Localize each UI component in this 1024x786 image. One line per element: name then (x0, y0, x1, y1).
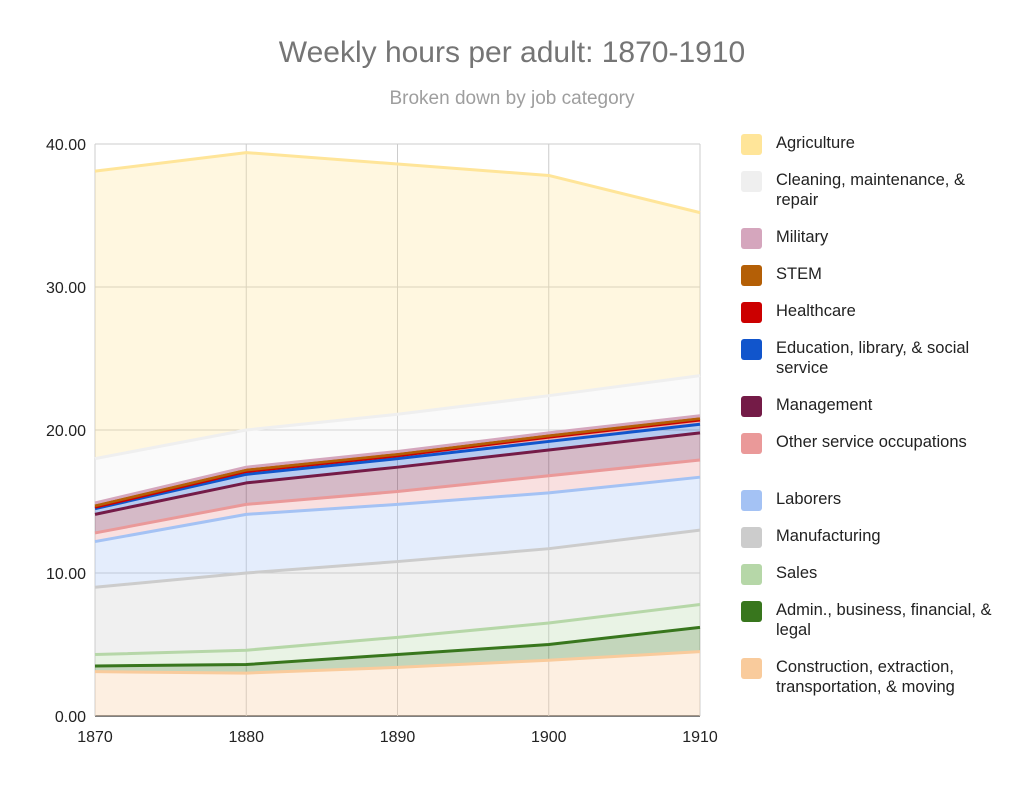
area-fills (95, 152, 700, 716)
legend-item: Sales (741, 563, 1006, 585)
legend-swatch (741, 134, 762, 155)
x-tick-label: 1900 (531, 729, 567, 746)
y-tick-label: 0.00 (55, 709, 86, 726)
series-line-4 (94, 475, 701, 544)
legend-swatch (741, 564, 762, 585)
legend-swatch (741, 658, 762, 679)
series-line-3 (94, 528, 701, 589)
x-tick-label: 1870 (77, 729, 113, 746)
legend-item: STEM (741, 264, 1006, 286)
area-7 (95, 424, 700, 515)
legend-label: Management (776, 396, 873, 414)
x-tick-label: 1880 (228, 729, 264, 746)
legend-swatch (741, 228, 762, 249)
legend-item: Construction, extraction, transportation… (741, 657, 1006, 697)
series-line-0 (94, 650, 701, 675)
area-12 (95, 152, 700, 459)
legend-label: Admin., business, financial, & legal (776, 601, 992, 639)
legend-item: Management (741, 395, 1006, 417)
legend-swatch (741, 171, 762, 192)
x-tick-label: 1890 (380, 729, 416, 746)
legend-label: Agriculture (776, 134, 855, 152)
y-tick-label: 10.00 (46, 566, 86, 583)
legend-label: Construction, extraction, transportation… (776, 658, 955, 696)
area-0 (95, 651, 700, 716)
legend-swatch (741, 433, 762, 454)
x-tick-label: 1910 (682, 729, 718, 746)
legend-item: Cleaning, maintenance, & repair (741, 170, 1006, 210)
series-line-7 (94, 422, 701, 511)
legend-label: Sales (776, 564, 818, 582)
legend-item: Admin., business, financial, & legal (741, 600, 1006, 640)
legend-item: Manufacturing (741, 526, 1006, 548)
series-line-2 (94, 602, 701, 657)
y-tick-label: 30.00 (46, 280, 86, 297)
legend-label: Cleaning, maintenance, & repair (776, 171, 965, 209)
legend-item: Laborers (741, 489, 1006, 511)
series-line-11 (94, 374, 701, 461)
chart-title: Weekly hours per adult: 1870-1910 (278, 36, 746, 69)
series-lines (94, 151, 701, 675)
area-11 (95, 375, 700, 503)
chart-subtitle: Broken down by job category (389, 88, 635, 109)
legend-label: STEM (776, 265, 822, 283)
series-line-5 (94, 458, 701, 535)
series-line-1 (94, 625, 701, 668)
area-3 (95, 530, 700, 655)
legend-swatch (741, 265, 762, 286)
legend-item: Healthcare (741, 301, 1006, 323)
legend-label: Other service occupations (776, 433, 967, 451)
legend-swatch (741, 490, 762, 511)
series-line-12 (94, 151, 701, 215)
legend-label: Laborers (776, 490, 842, 508)
area-5 (95, 460, 700, 542)
legend-item: Education, library, & social service (741, 338, 1006, 378)
legend-label: Healthcare (776, 302, 856, 320)
area-6 (95, 432, 700, 533)
series-line-9 (94, 417, 701, 508)
legend-item: Other service occupations (741, 432, 1006, 454)
legend-label: Education, library, & social service (776, 339, 970, 377)
legend-swatch (741, 527, 762, 548)
legend-label: Manufacturing (776, 527, 881, 545)
legend-swatch (741, 302, 762, 323)
area-1 (95, 627, 700, 674)
series-line-6 (94, 431, 701, 516)
legend-swatch (741, 396, 762, 417)
y-tick-label: 20.00 (46, 423, 86, 440)
legend-label: Military (776, 228, 829, 246)
area-8 (95, 419, 700, 509)
legend-swatch (741, 339, 762, 360)
legend-swatch (741, 601, 762, 622)
y-tick-label: 40.00 (46, 137, 86, 154)
series-line-10 (94, 414, 701, 505)
legend-item: Military (741, 227, 1006, 249)
area-4 (95, 477, 700, 588)
axes: 0.00 10.00 20.00 30.00 40.00 1870 1880 1890 1900… (46, 137, 718, 746)
legend-item: Agriculture (741, 133, 1006, 155)
